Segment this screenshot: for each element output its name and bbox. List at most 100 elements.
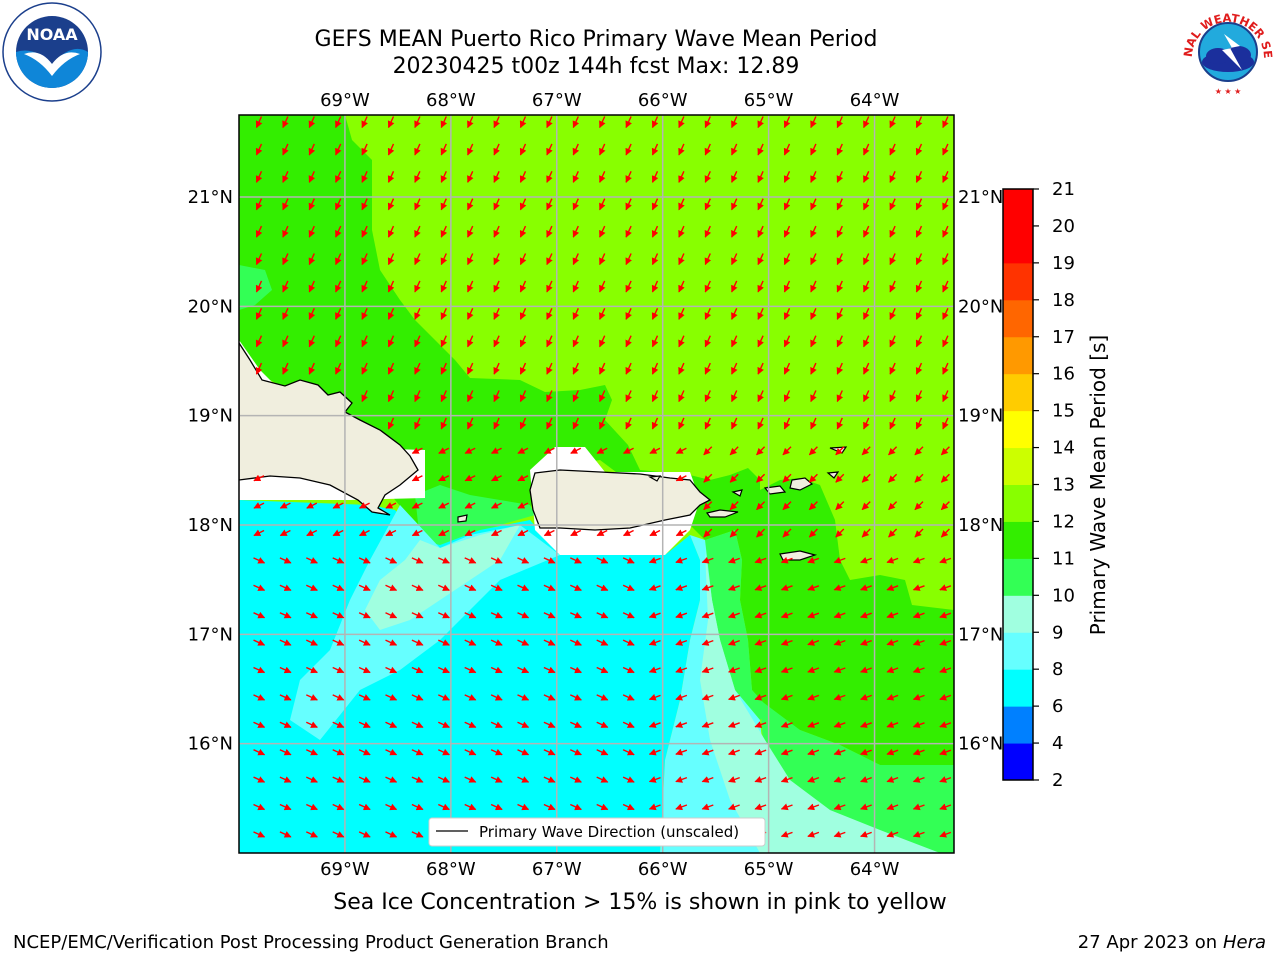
wave-arrow — [810, 225, 817, 238]
wave-arrow — [783, 253, 791, 266]
wave-arrow — [414, 390, 421, 403]
wave-arrow — [863, 335, 870, 348]
wave-arrow — [517, 474, 529, 482]
wave-arrow — [387, 335, 395, 348]
wave-arrow — [701, 776, 714, 783]
wave-arrow — [810, 280, 817, 293]
longitude-label-top: 68°W — [426, 90, 476, 111]
wave-arrow — [651, 335, 659, 348]
wave-arrow — [810, 417, 817, 430]
colorbar-segment — [1003, 521, 1033, 559]
wave-arrow — [546, 116, 553, 129]
wave-arrow — [411, 694, 424, 701]
wave-arrow — [912, 748, 925, 756]
wave-arrow — [678, 390, 685, 403]
colorbar-segment — [1003, 189, 1033, 227]
wave-arrow — [599, 116, 606, 129]
wave-arrow — [411, 474, 423, 482]
wave-arrow — [728, 721, 740, 728]
wave-arrow — [754, 584, 767, 591]
wave-arrow — [546, 390, 553, 403]
wave-arrow — [942, 308, 949, 320]
wave-arrow — [464, 474, 476, 482]
wave-arrow — [810, 198, 817, 211]
wave-arrow — [757, 116, 764, 129]
wave-arrow — [490, 447, 502, 454]
wave-arrow — [385, 694, 398, 701]
wave-arrow — [358, 831, 371, 838]
colorbar-tick-label: 14 — [1052, 438, 1075, 459]
wave-arrow — [757, 198, 764, 211]
wave-arrow — [622, 447, 634, 454]
wave-arrow — [622, 721, 635, 728]
wave-arrow — [517, 666, 530, 674]
wave-arrow — [570, 803, 582, 811]
wave-arrow — [464, 502, 476, 509]
wave-arrow — [942, 417, 949, 430]
wave-arrow — [519, 280, 527, 293]
wave-arrow — [308, 335, 316, 348]
wave-arrow — [888, 446, 898, 456]
wave-arrow — [464, 748, 477, 756]
wave-arrow — [939, 611, 952, 619]
wave-arrow — [782, 473, 792, 483]
wave-arrow — [279, 748, 292, 756]
wave-arrow — [942, 116, 949, 129]
wave-arrow — [914, 501, 924, 511]
wave-arrow — [385, 776, 398, 783]
wave-arrow — [942, 225, 949, 238]
latitude-label-left: 19°N — [188, 406, 233, 427]
colorbar-segment — [1003, 595, 1033, 633]
wave-arrow — [543, 694, 556, 701]
wave-arrow — [387, 253, 395, 266]
wave-arrow — [546, 335, 553, 348]
wave-arrow — [622, 748, 635, 756]
wave-arrow — [863, 171, 870, 183]
wave-arrow — [335, 253, 342, 266]
wave-arrow — [387, 198, 395, 211]
wave-arrow — [570, 584, 582, 591]
wave-arrow — [678, 143, 685, 156]
wave-arrow — [836, 280, 844, 293]
wave-arrow — [546, 225, 553, 238]
longitude-label-top: 64°W — [850, 90, 900, 111]
wave-arrow — [649, 529, 661, 537]
wave-arrow — [440, 417, 448, 430]
wave-arrow — [596, 721, 609, 728]
wave-arrow — [780, 803, 793, 811]
wave-arrow — [807, 830, 820, 838]
wave-arrow — [835, 501, 845, 511]
wave-arrow — [729, 528, 739, 538]
wave-arrow — [570, 694, 582, 701]
wave-arrow — [282, 308, 289, 320]
wave-arrow — [414, 280, 421, 293]
longitude-label-bottom: 64°W — [850, 859, 900, 880]
wave-arrow — [678, 308, 685, 320]
wave-arrow — [886, 556, 899, 564]
longitude-label-top: 66°W — [638, 90, 688, 111]
wave-arrow — [651, 308, 659, 320]
wave-arrow — [440, 308, 448, 320]
wave-arrow — [440, 171, 448, 183]
wave-arrow — [860, 830, 872, 838]
wave-arrow — [335, 225, 342, 238]
wave-arrow — [253, 666, 266, 674]
latitude-label-left: 17°N — [188, 624, 233, 645]
wave-arrow — [572, 280, 580, 293]
wave-arrow — [728, 803, 740, 811]
wave-arrow — [731, 362, 738, 375]
wave-arrow — [438, 584, 450, 591]
wave-arrow — [836, 335, 844, 348]
wave-arrow — [490, 748, 503, 756]
wave-arrow — [411, 831, 424, 838]
wave-arrow — [939, 721, 952, 728]
wave-arrow — [467, 198, 474, 211]
wave-arrow — [861, 473, 871, 483]
wave-arrow — [701, 803, 714, 811]
colorbar-segment — [1003, 447, 1033, 485]
legend: Primary Wave Direction (unscaled) — [428, 817, 766, 847]
wave-arrow — [860, 611, 872, 619]
wave-arrow — [675, 666, 688, 674]
wave-arrow — [543, 803, 556, 811]
wave-arrow — [414, 253, 421, 266]
